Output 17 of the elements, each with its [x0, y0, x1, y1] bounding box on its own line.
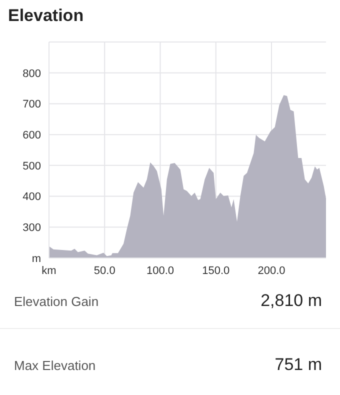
y-tick-label: 400 [22, 191, 41, 204]
x-tick-label: km [42, 264, 56, 277]
y-tick-label: 500 [22, 160, 41, 172]
text: 2,810 m [260, 291, 322, 311]
y-tick-label: 800 [22, 68, 41, 80]
text: 751 m [274, 355, 322, 375]
y-tick-label: m [32, 252, 41, 265]
x-tick-label: 50.0 [94, 264, 116, 277]
text: Elevation Gain [14, 294, 99, 309]
x-tick-label: 100.0 [146, 264, 174, 277]
chart-title: Elevation [8, 6, 84, 26]
y-tick-label: 700 [22, 98, 41, 111]
y-tick-label: 600 [22, 129, 41, 142]
x-tick-label: 200.0 [258, 264, 286, 277]
x-tick-label: 150.0 [202, 264, 230, 277]
text: Max Elevation [14, 358, 96, 373]
y-tick-label: 300 [22, 222, 41, 234]
